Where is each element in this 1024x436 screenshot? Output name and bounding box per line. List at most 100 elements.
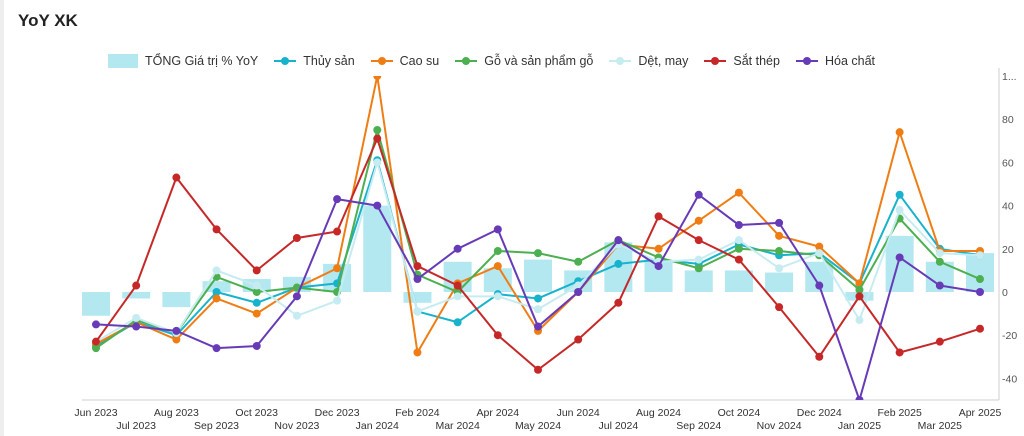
legend-label: TỔNG Giá trị % YoY bbox=[145, 54, 259, 68]
point-go-va-san-pham-go-16 bbox=[734, 244, 743, 253]
bar-tong-gia-tri-yoy-22 bbox=[966, 253, 994, 292]
legend-swatch bbox=[455, 55, 478, 67]
point-det-may-11 bbox=[534, 305, 542, 314]
point-det-may-9 bbox=[453, 292, 462, 301]
point-sat-thep-21 bbox=[935, 337, 944, 346]
legend-label: Hóa chất bbox=[824, 54, 875, 68]
point-hoa-chat-11 bbox=[534, 322, 542, 331]
point-hoa-chat-4 bbox=[252, 342, 261, 350]
point-cao-su-7 bbox=[373, 76, 382, 80]
legend-item-det-may[interactable]: Dệt, may bbox=[609, 54, 688, 68]
point-go-va-san-pham-go-7 bbox=[373, 126, 382, 134]
point-thuy-san-13 bbox=[614, 259, 623, 268]
bar-tong-gia-tri-yoy-3 bbox=[202, 281, 231, 292]
point-go-va-san-pham-go-10 bbox=[493, 246, 502, 255]
plot-area bbox=[82, 76, 994, 400]
point-sat-thep-20 bbox=[895, 348, 904, 357]
point-sat-thep-17 bbox=[775, 303, 784, 312]
point-go-va-san-pham-go-19 bbox=[855, 285, 864, 294]
point-det-may-4 bbox=[252, 281, 261, 290]
point-thuy-san-9 bbox=[453, 318, 462, 327]
legend-item-tong-gia-tri-yoy[interactable]: TỔNG Giá trị % YoY bbox=[108, 54, 258, 68]
bar-tong-gia-tri-yoy-15 bbox=[684, 270, 713, 292]
point-cao-su-14 bbox=[654, 244, 663, 253]
legend-item-go-va-san-pham-go[interactable]: Gỗ và sản phẩm gỗ bbox=[455, 54, 593, 68]
bar-tong-gia-tri-yoy-16 bbox=[724, 270, 753, 292]
point-sat-thep-19 bbox=[855, 292, 864, 301]
point-det-may-5 bbox=[292, 311, 301, 320]
legend-swatch bbox=[370, 55, 393, 67]
point-sat-thep-10 bbox=[493, 331, 502, 340]
point-hoa-chat-21 bbox=[935, 281, 944, 290]
y-tick-label: 60 bbox=[1002, 157, 1014, 169]
point-hoa-chat-14 bbox=[654, 262, 663, 271]
x-tick-label: Jul 2024 bbox=[599, 420, 639, 432]
point-det-may-18 bbox=[815, 249, 824, 258]
point-hoa-chat-13 bbox=[614, 236, 623, 245]
legend-swatch bbox=[609, 55, 632, 67]
point-det-may-20 bbox=[895, 205, 904, 214]
x-tick-label: Sep 2024 bbox=[676, 420, 721, 432]
point-det-may-19 bbox=[855, 316, 864, 325]
point-cao-su-4 bbox=[252, 309, 261, 318]
point-cao-su-18 bbox=[815, 242, 824, 251]
point-det-may-12 bbox=[574, 281, 583, 290]
x-tick-label: Aug 2024 bbox=[636, 407, 681, 419]
x-tick-label: Apr 2024 bbox=[477, 407, 520, 419]
point-go-va-san-pham-go-4 bbox=[252, 288, 261, 296]
point-sat-thep-5 bbox=[292, 234, 301, 242]
point-hoa-chat-15 bbox=[694, 190, 703, 199]
point-hoa-chat-9 bbox=[453, 244, 462, 253]
point-sat-thep-14 bbox=[654, 212, 663, 221]
x-tick-label: Oct 2024 bbox=[718, 407, 761, 419]
point-hoa-chat-5 bbox=[292, 292, 301, 301]
point-cao-su-10 bbox=[493, 262, 502, 271]
point-thuy-san-3 bbox=[212, 288, 221, 296]
point-hoa-chat-22 bbox=[976, 288, 984, 296]
x-tick-label: Sep 2023 bbox=[194, 420, 239, 432]
point-hoa-chat-8 bbox=[413, 275, 422, 284]
bar-tong-gia-tri-yoy-2 bbox=[162, 292, 191, 308]
point-hoa-chat-1 bbox=[132, 322, 141, 331]
y-tick-label: 1... bbox=[1002, 71, 1017, 83]
legend-label: Sắt thép bbox=[733, 54, 780, 68]
point-sat-thep-4 bbox=[252, 266, 261, 275]
point-sat-thep-2 bbox=[172, 173, 181, 182]
point-det-may-1 bbox=[132, 313, 141, 322]
point-det-may-7 bbox=[373, 158, 382, 167]
point-go-va-san-pham-go-11 bbox=[534, 249, 542, 258]
x-tick-label: Jun 2023 bbox=[74, 407, 117, 419]
point-go-va-san-pham-go-12 bbox=[574, 257, 583, 266]
x-tick-label: Jun 2024 bbox=[557, 407, 600, 419]
x-tick-label: Aug 2023 bbox=[154, 407, 199, 419]
x-tick-label: Jan 2024 bbox=[356, 420, 399, 432]
point-cao-su-16 bbox=[734, 188, 743, 197]
point-hoa-chat-20 bbox=[895, 253, 904, 262]
legend-item-hoa-chat[interactable]: Hóa chất bbox=[795, 54, 875, 68]
point-det-may-17 bbox=[775, 264, 784, 273]
point-cao-su-20 bbox=[895, 128, 904, 137]
point-sat-thep-1 bbox=[132, 281, 141, 290]
legend-label: Thủy sản bbox=[303, 54, 355, 68]
x-tick-label: Nov 2024 bbox=[757, 420, 802, 432]
y-tick-label: 40 bbox=[1002, 201, 1014, 213]
point-go-va-san-pham-go-17 bbox=[775, 246, 784, 255]
point-sat-thep-9 bbox=[453, 281, 462, 290]
legend-item-sat-thep[interactable]: Sắt thép bbox=[704, 54, 780, 68]
y-tick-label: 20 bbox=[1002, 244, 1014, 256]
point-hoa-chat-0 bbox=[92, 320, 100, 329]
point-hoa-chat-16 bbox=[734, 221, 743, 230]
x-tick-label: Apr 2025 bbox=[959, 407, 1002, 419]
bar-tong-gia-tri-yoy-17 bbox=[765, 272, 794, 292]
bar-tong-gia-tri-yoy-1 bbox=[122, 292, 151, 299]
legend-item-thuy-san[interactable]: Thủy sản bbox=[274, 54, 355, 68]
legend-item-cao-su[interactable]: Cao su bbox=[370, 54, 440, 68]
legend-label: Cao su bbox=[399, 54, 440, 68]
legend-label: Gỗ và sản phẩm gỗ bbox=[484, 54, 594, 68]
point-det-may-8 bbox=[413, 307, 422, 316]
point-hoa-chat-7 bbox=[373, 201, 382, 210]
point-det-may-3 bbox=[212, 266, 221, 275]
bar-tong-gia-tri-yoy-11 bbox=[524, 259, 552, 292]
point-det-may-21 bbox=[935, 249, 944, 258]
